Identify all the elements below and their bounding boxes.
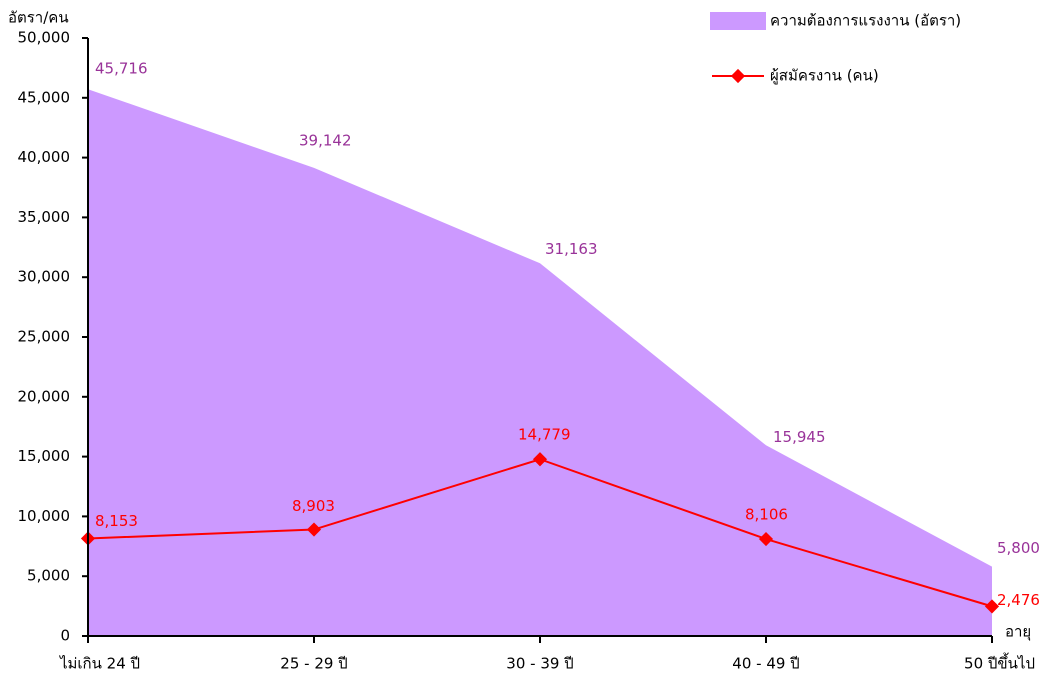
y-tick-label: 15,000 [18,447,71,465]
x-tick-label: 40 - 49 ปี [732,655,799,673]
y-tick-label: 20,000 [18,387,71,405]
y-tick-label: 10,000 [18,507,71,525]
data-label: 14,779 [518,426,571,444]
y-tick-label: 50,000 [18,29,71,47]
area [88,89,992,637]
y-axis-label: อัตรา/คน [8,9,69,27]
x-tick-label: 25 - 29 ปี [280,655,347,673]
y-tick-label: 45,000 [18,88,71,106]
data-label: 8,153 [95,512,138,530]
x-axis-label: อายุ [1005,623,1031,642]
x-tick-label: 50 ปีขึ้นไป [964,653,1035,673]
data-label: 45,716 [95,60,148,78]
y-tick-label: 5,000 [27,567,70,585]
legend-label: ความต้องการแรงงาน (อัตรา) [770,12,961,30]
data-label: 15,945 [773,428,826,446]
marker [984,599,1000,614]
data-label: 8,106 [745,506,788,524]
data-label: 31,163 [545,240,598,258]
marker [758,531,774,547]
legend-marker [730,68,746,84]
legend-swatch [710,12,766,30]
x-tick-label: ไม่เกิน 24 ปี [59,655,140,673]
y-tick-label: 30,000 [18,268,71,286]
y-tick-label: 40,000 [18,148,71,166]
data-label: 8,903 [292,497,335,515]
y-tick-label: 35,000 [18,208,71,226]
data-label: 5,800 [997,539,1040,557]
y-tick-label: 25,000 [18,328,71,346]
data-label: 2,476 [997,591,1040,609]
marker [532,452,548,467]
x-tick-label: 30 - 39 ปี [506,655,573,673]
data-label: 39,142 [299,131,352,149]
marker [306,522,322,537]
legend-label: ผู้สมัครงาน (คน) [770,67,879,85]
y-tick-label: 0 [60,627,70,645]
